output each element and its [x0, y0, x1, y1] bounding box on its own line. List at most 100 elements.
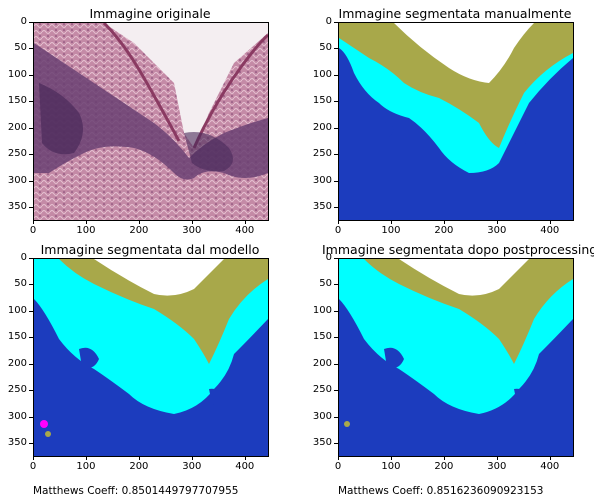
- manual-segmentation: [338, 22, 574, 221]
- x-tick-label: 400: [540, 225, 560, 236]
- model-segmentation: [33, 258, 269, 457]
- x-tick-mark: [85, 456, 87, 460]
- x-tick-mark: [244, 220, 246, 224]
- x-tick-mark: [191, 220, 193, 224]
- x-tick-mark: [138, 220, 140, 224]
- y-tick-mark: [334, 363, 338, 365]
- x-tick-mark: [138, 456, 140, 460]
- y-tick-label: 150: [7, 331, 27, 343]
- y-tick-mark: [334, 101, 338, 103]
- panel-title: Immagine originale: [89, 6, 211, 21]
- x-tick-label: 0: [334, 225, 342, 236]
- x-tick-label: 400: [235, 225, 255, 236]
- x-tick-mark: [390, 220, 392, 224]
- y-tick-label: 250: [7, 384, 27, 396]
- y-tick-label: 100: [312, 68, 332, 80]
- y-tick-label: 250: [312, 384, 332, 396]
- y-tick-mark: [334, 390, 338, 392]
- x-tick-mark: [549, 456, 551, 460]
- y-tick-label: 250: [312, 148, 332, 160]
- y-tick-label: 350: [312, 437, 332, 449]
- y-tick-mark: [29, 337, 33, 339]
- y-tick-label: 350: [7, 201, 27, 213]
- x-tick-mark: [443, 456, 445, 460]
- x-tick-label: 100: [381, 461, 401, 472]
- y-tick-mark: [29, 390, 33, 392]
- y-tick-label: 350: [312, 201, 332, 213]
- y-tick-label: 200: [7, 357, 27, 369]
- x-tick-label: 300: [182, 225, 202, 236]
- x-tick-label: 200: [129, 461, 149, 472]
- x-tick-mark: [33, 220, 34, 224]
- x-tick-label: 200: [434, 225, 454, 236]
- y-tick-mark: [29, 127, 33, 129]
- panel-title: Immagine segmentata dal modello: [40, 242, 260, 257]
- x-tick-mark: [338, 220, 339, 224]
- y-tick-mark: [29, 310, 33, 312]
- y-tick-mark: [334, 74, 338, 76]
- x-tick-mark: [85, 220, 87, 224]
- x-tick-label: 300: [182, 461, 202, 472]
- matthews-coeff-postprocessing: Matthews Coeff: 0.8516236090923153: [338, 485, 544, 497]
- y-tick-mark: [334, 180, 338, 182]
- y-tick-mark: [334, 337, 338, 339]
- x-tick-label: 100: [76, 461, 96, 472]
- original-image: [33, 22, 269, 221]
- y-tick-label: 150: [312, 95, 332, 107]
- x-tick-mark: [338, 456, 339, 460]
- y-tick-label: 300: [312, 174, 332, 186]
- y-tick-label: 50: [319, 278, 332, 290]
- y-tick-mark: [29, 416, 33, 418]
- y-tick-label: 0: [325, 16, 332, 27]
- x-tick-label: 0: [29, 461, 37, 472]
- y-tick-label: 50: [14, 42, 27, 54]
- y-tick-label: 100: [7, 68, 27, 80]
- x-tick-mark: [33, 456, 34, 460]
- y-tick-label: 150: [312, 331, 332, 343]
- y-tick-label: 300: [7, 410, 27, 422]
- y-tick-mark: [334, 416, 338, 418]
- panel-title: Immagine segmentata dopo postprocessing: [322, 242, 594, 257]
- x-tick-label: 400: [540, 461, 560, 472]
- y-tick-label: 100: [7, 304, 27, 316]
- y-tick-mark: [334, 154, 338, 156]
- y-tick-label: 100: [312, 304, 332, 316]
- y-tick-label: 200: [7, 121, 27, 133]
- y-tick-mark: [334, 310, 338, 312]
- y-tick-label: 350: [7, 437, 27, 449]
- postprocessing-segmentation: [338, 258, 574, 457]
- y-tick-label: 0: [20, 252, 27, 263]
- x-tick-label: 200: [434, 461, 454, 472]
- y-tick-label: 200: [312, 121, 332, 133]
- x-tick-label: 100: [76, 225, 96, 236]
- y-tick-mark: [334, 258, 338, 259]
- y-tick-mark: [334, 127, 338, 129]
- y-tick-mark: [334, 48, 338, 50]
- y-tick-mark: [29, 154, 33, 156]
- y-tick-label: 0: [325, 252, 332, 263]
- y-tick-mark: [334, 22, 338, 23]
- y-tick-label: 0: [20, 16, 27, 27]
- x-tick-mark: [244, 456, 246, 460]
- y-tick-mark: [29, 284, 33, 286]
- x-tick-label: 100: [381, 225, 401, 236]
- x-tick-mark: [390, 456, 392, 460]
- y-tick-mark: [29, 180, 33, 182]
- x-tick-mark: [496, 220, 498, 224]
- y-tick-mark: [334, 284, 338, 286]
- y-tick-mark: [29, 48, 33, 50]
- y-tick-mark: [334, 207, 338, 209]
- y-tick-label: 300: [7, 174, 27, 186]
- x-tick-label: 300: [487, 225, 507, 236]
- x-tick-mark: [496, 456, 498, 460]
- x-tick-mark: [549, 220, 551, 224]
- y-tick-mark: [334, 443, 338, 445]
- y-tick-mark: [29, 363, 33, 365]
- y-tick-mark: [29, 101, 33, 103]
- y-tick-mark: [29, 22, 33, 23]
- panel-title: Immagine segmentata manualmente: [338, 6, 572, 21]
- x-tick-mark: [443, 220, 445, 224]
- x-tick-label: 200: [129, 225, 149, 236]
- y-tick-label: 50: [14, 278, 27, 290]
- y-tick-mark: [29, 207, 33, 209]
